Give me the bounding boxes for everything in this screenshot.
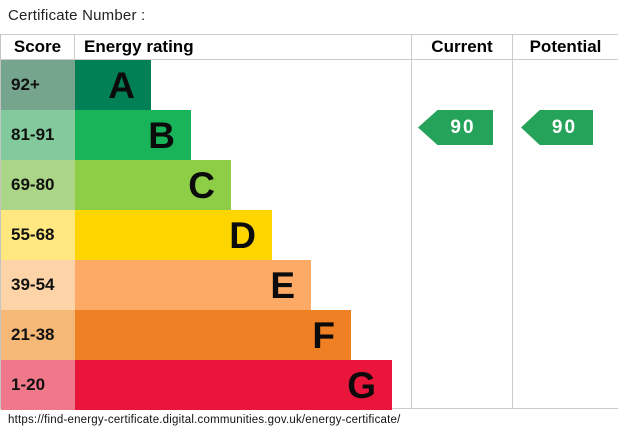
- score-range-f: 21-38: [1, 310, 75, 360]
- page-title: Certificate Number :: [8, 7, 146, 24]
- band-letter-a: A: [108, 64, 135, 106]
- score-range-b: 81-91: [1, 110, 75, 160]
- band-letter-e: E: [270, 264, 295, 306]
- band-row-c: 69-80 C: [1, 160, 619, 210]
- header-score: Score: [1, 35, 75, 59]
- column-divider-current: [411, 35, 412, 408]
- header-current: Current: [431, 37, 493, 56]
- column-divider-potential: [512, 35, 513, 408]
- score-range-c: 69-80: [1, 160, 75, 210]
- score-range-d: 55-68: [1, 210, 75, 260]
- band-letter-b: B: [148, 114, 175, 156]
- band-row-e: 39-54 E: [1, 260, 619, 310]
- band-bar-g: G: [75, 360, 392, 410]
- band-bar-b: B: [75, 110, 191, 160]
- band-bar-d: D: [75, 210, 272, 260]
- header-potential: Potential: [529, 37, 602, 56]
- band-letter-d: D: [229, 214, 256, 256]
- potential-rating-value: 90: [551, 116, 578, 138]
- header-energy-rating: Energy rating: [84, 37, 194, 56]
- band-letter-g: G: [347, 364, 376, 406]
- score-range-a: 92+: [1, 60, 75, 110]
- score-range-e: 39-54: [1, 260, 75, 310]
- band-row-f: 21-38 F: [1, 310, 619, 360]
- band-bar-e: E: [75, 260, 311, 310]
- band-rows: 92+ A 81-91 B 69-80 C 55-68 D 39-54 E 21…: [1, 60, 619, 410]
- band-letter-f: F: [312, 314, 335, 356]
- band-bar-a: A: [75, 60, 151, 110]
- band-bar-f: F: [75, 310, 351, 360]
- band-bar-c: C: [75, 160, 231, 210]
- energy-rating-table: Score Energy rating Current Potential 92…: [0, 34, 619, 410]
- band-letter-c: C: [188, 164, 215, 206]
- band-row-b: 81-91 B: [1, 110, 619, 160]
- footer-url: https://find-energy-certificate.digital.…: [8, 414, 401, 426]
- table-header-row: Score Energy rating Current Potential: [1, 35, 618, 60]
- score-range-g: 1-20: [1, 360, 75, 410]
- current-rating-value: 90: [450, 116, 476, 138]
- band-row-a: 92+ A: [1, 60, 619, 110]
- band-row-d: 55-68 D: [1, 210, 619, 260]
- band-row-g: 1-20 G: [1, 360, 619, 410]
